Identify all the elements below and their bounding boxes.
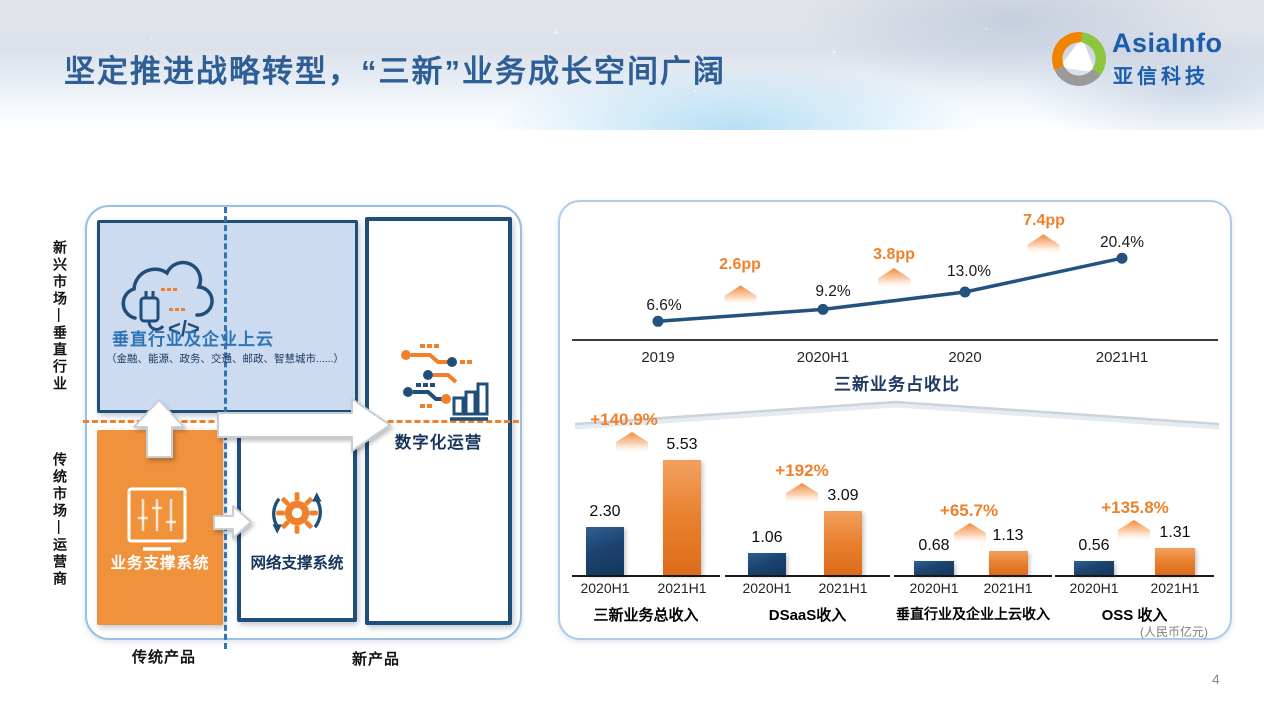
logo-text-cn: 亚信科技 [1113, 66, 1209, 88]
unit-note: (人民币亿元) [1140, 625, 1208, 639]
cloud-upload-code-icon: </> [121, 260, 214, 341]
point-label-2019: 6.6% [646, 297, 682, 314]
point-label-2020h1: 9.2% [815, 283, 851, 300]
x-tick-2021h1: 2021H1 [1095, 349, 1149, 366]
axis-label-traditional-products: 传统产品 [131, 649, 197, 666]
page-number: 4 [1212, 671, 1220, 687]
bar-group-title: 三新业务总收入 [593, 607, 699, 624]
delta-label-3: 7.4pp [1023, 212, 1065, 229]
chart-panel: 6.6% 9.2% 13.0% 20.4% 2.6pp 3.8pp 7.4pp … [558, 200, 1232, 640]
business-support-system-label: 业务支撑系统 [110, 555, 210, 572]
delta-label-1: 2.6pp [719, 256, 761, 273]
bar-category: 2020H1 [1069, 580, 1119, 596]
asiainfo-logo: AsiaInfo 亚信科技 [1050, 28, 1240, 94]
bar-group-total-revenue: +140.9% 2.30 5.53 2020H1 2021H1 三新业务总收入 [572, 410, 720, 624]
bar-value: 1.31 [1159, 524, 1191, 541]
point-label-2021h1: 20.4% [1100, 234, 1144, 251]
bar-2021h1 [989, 551, 1028, 575]
bar-2021h1 [1155, 548, 1195, 575]
growth-label: +65.7% [939, 501, 999, 520]
bar-group-title: DSaaS收入 [768, 607, 847, 624]
x-tick-2019: 2019 [641, 349, 675, 366]
bar-value: 0.68 [918, 537, 950, 554]
page-title: 坚定推进战略转型，“三新”业务成长空间广阔 [64, 54, 726, 89]
bar-category: 2021H1 [657, 580, 707, 596]
bar-category: 2021H1 [983, 580, 1033, 596]
axis-label-traditional-market: 传统市场—运营商 [52, 452, 68, 588]
bar-2020h1 [1074, 561, 1114, 575]
x-tick-2020: 2020 [948, 349, 982, 366]
transformation-arrows [133, 398, 391, 539]
business-support-system-box [97, 430, 223, 625]
bar-value: 1.13 [992, 527, 1024, 544]
arrow-right-small-icon [213, 505, 252, 539]
growth-arrow-icon [954, 523, 986, 543]
axis-label-emerging-market: 新兴市场—垂直行业 [52, 240, 68, 393]
x-tick-2020h1: 2020H1 [796, 349, 850, 366]
bar-group-title: 垂直行业及企业上云收入 [896, 606, 1050, 622]
asiainfo-swirl-icon [1052, 32, 1106, 86]
bar-value: 3.09 [827, 487, 859, 504]
slide-header: 坚定推进战略转型，“三新”业务成长空间广阔 AsiaInfo 亚信科技 [0, 0, 1264, 130]
bar-group-vertical-cloud: +65.7% 0.68 1.13 2020H1 2021H1 垂直行业及企业上云… [894, 417, 1052, 622]
bar-category: 2021H1 [818, 580, 868, 596]
growth-arrow-icon [616, 432, 648, 452]
bar-2020h1 [914, 561, 954, 575]
monitor-sliders-icon [127, 487, 187, 551]
bar-category: 2020H1 [909, 580, 959, 596]
growth-arrow-icon [1118, 520, 1150, 540]
bar-2020h1 [586, 527, 624, 575]
arrow-up-icon [133, 399, 185, 458]
growth-arrow-icon [786, 483, 818, 503]
bar-group-dsaas: +192% 1.06 3.09 2020H1 2021H1 DSaaS收入 [725, 417, 890, 624]
bar-group-title: OSS 收入 [1101, 607, 1168, 624]
arrow-right-large-icon [217, 398, 391, 452]
circuit-analytics-icon [401, 344, 489, 421]
bar-value: 5.53 [666, 436, 698, 453]
bar-group-oss: +135.8% 0.56 1.31 2020H1 2021H1 OSS 收入 [1055, 417, 1214, 624]
growth-label: +140.9% [590, 410, 658, 429]
digital-operation-label: 数字化运营 [394, 434, 483, 452]
bar-2020h1 [748, 553, 786, 575]
bar-2021h1 [824, 511, 862, 575]
axis-label-new-products: 新产品 [351, 651, 401, 668]
delta-label-2: 3.8pp [873, 246, 915, 263]
line-chart-title: 三新业务占收比 [834, 375, 960, 394]
point-label-2020: 13.0% [947, 263, 991, 280]
growth-label: +135.8% [1101, 498, 1169, 517]
gear-sync-icon [272, 492, 322, 534]
bar-category: 2020H1 [742, 580, 792, 596]
growth-label: +192% [775, 461, 829, 480]
cloud-box-subtitle: （金融、能源、政务、交通、邮政、智慧城市......） [106, 353, 345, 365]
svg-text:</>: </> [168, 316, 200, 341]
bar-2021h1 [663, 460, 701, 575]
bar-category: 2021H1 [1150, 580, 1200, 596]
bar-value: 1.06 [751, 529, 783, 546]
logo-text-en: AsiaInfo [1112, 28, 1223, 58]
bar-category: 2020H1 [580, 580, 630, 596]
cloud-box-title: 垂直行业及企业上云 [112, 330, 274, 349]
network-support-system-label: 网络支撑系统 [250, 555, 344, 572]
bar-value: 0.56 [1078, 537, 1110, 554]
bar-value: 2.30 [589, 503, 621, 520]
